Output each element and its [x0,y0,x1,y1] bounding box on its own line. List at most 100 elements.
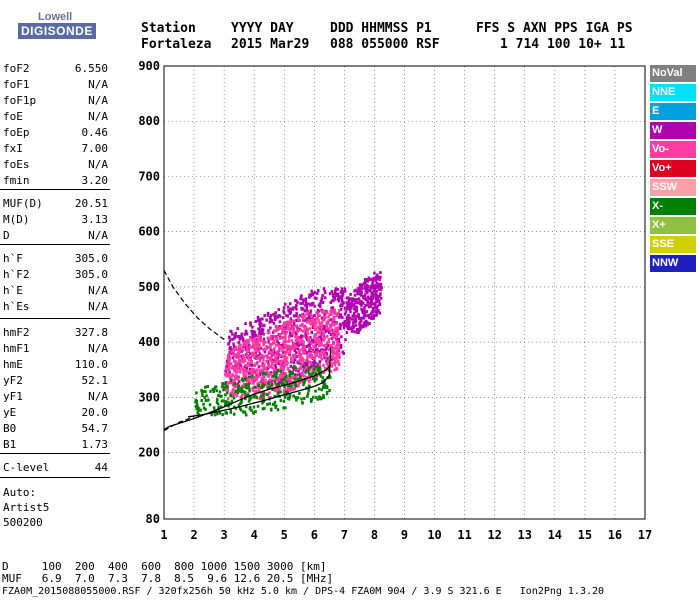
echo-point [286,305,290,309]
echo-point [305,330,309,334]
echo-point [312,335,316,339]
echo-point [313,304,316,308]
x-tick-label: 8 [371,528,378,542]
param-name: fxI [3,142,23,155]
echo-point [363,282,366,286]
echo-point [246,379,249,383]
echo-point [240,366,243,370]
echo-point [244,413,248,417]
echo-point [226,397,230,401]
param-name: yE [3,406,17,419]
echo-point [296,396,300,400]
echo-point [333,310,337,314]
echo-point [282,354,285,358]
plot-frame [163,65,646,520]
legend-item: X- [650,198,696,215]
header-label-station: Station [141,21,196,36]
echo-point [199,408,202,412]
echo-point [197,407,201,411]
echo-point [274,375,278,379]
y-tick-label: 80 [146,512,160,526]
echo-point [299,367,302,371]
echo-point [271,366,275,370]
echo-point [309,303,312,307]
echo-point [336,287,339,291]
echo-point [227,360,231,364]
echo-point [334,322,338,326]
echo-point [301,322,304,326]
echo-point [283,395,287,399]
echo-point [279,378,282,382]
echo-point [348,320,351,324]
echo-point [254,351,257,355]
param-name: h`Es [3,300,30,313]
echo-point [345,316,349,320]
echo-point [202,402,205,406]
param-value: N/A [88,300,108,313]
echo-point [242,354,245,358]
echo-point [250,408,253,412]
echo-point [334,345,338,349]
echo-point [224,388,228,392]
echo-point [320,338,323,342]
param-name: foF1p [3,94,37,107]
echo-point [248,345,252,349]
echo-point [355,330,359,334]
echo-point [254,375,258,379]
param-value: N/A [88,78,108,91]
echo-point [283,358,286,362]
header-label-date: YYYY DAY [231,21,294,36]
echo-point [333,357,337,361]
echo-point [226,388,229,392]
param-name: B1 [3,438,17,451]
echo-point [292,325,295,329]
echo-point [313,314,316,318]
echo-point [359,326,363,330]
echo-point [297,359,301,363]
echo-point [377,299,381,303]
echo-point [287,335,291,339]
echo-point [313,375,316,379]
echo-point [232,412,236,416]
echo-point [233,379,236,383]
echo-point [326,356,329,360]
echo-point [314,361,317,365]
echo-point [294,366,297,370]
echo-point [237,403,241,407]
echo-point [271,336,275,340]
param-name: hmF1 [3,342,30,355]
echo-point [307,302,310,306]
echo-point [317,349,321,353]
echo-point [295,299,298,303]
echo-point [239,364,243,368]
echo-point [268,316,272,320]
echo-point [341,291,345,295]
echo-point [365,286,369,290]
echo-point [237,363,240,367]
echo-point [356,314,360,318]
echo-point [287,326,290,330]
echo-point [371,281,374,285]
echo-point [296,300,299,304]
echo-point [316,369,320,373]
echo-point [313,359,316,363]
echo-point [272,339,275,343]
echo-point [227,381,231,385]
echo-point [325,309,328,313]
echo-point [314,389,317,393]
echo-point [224,393,227,397]
auto-code: 500200 [3,516,43,529]
echo-point [361,283,364,287]
echo-point [370,292,373,296]
echo-point [242,358,245,362]
echo-point [311,301,315,305]
echo-point [269,337,273,341]
echo-point [258,352,262,356]
echo-point [273,380,277,384]
echo-point [359,289,363,293]
echo-point [316,347,319,351]
echo-point [363,309,366,313]
echo-point [234,345,238,349]
echo-point [284,340,288,344]
echo-point [290,339,294,343]
